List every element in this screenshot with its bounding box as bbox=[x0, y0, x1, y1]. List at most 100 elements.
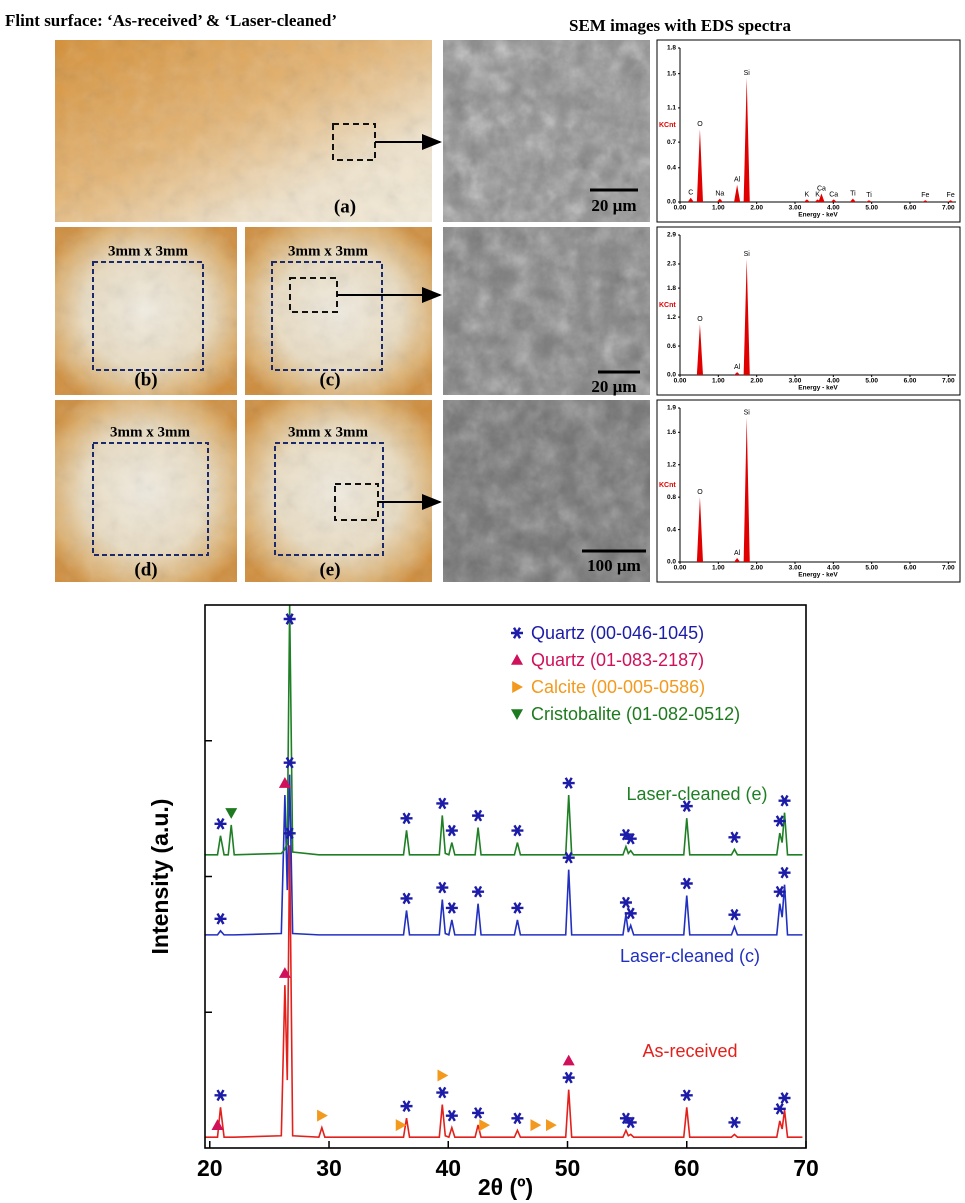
phase-marker bbox=[511, 1113, 523, 1123]
y-tick-label: 1.2 bbox=[667, 461, 676, 468]
area-label: 3mm x 3mm bbox=[108, 243, 188, 259]
phase-marker bbox=[563, 778, 575, 788]
x-tick-label: 5.00 bbox=[865, 205, 878, 212]
legend-marker bbox=[511, 628, 523, 638]
xrd-chart: 2030405060702θ (º)Intensity (a.u.)As-rec… bbox=[147, 605, 819, 1200]
phase-marker bbox=[479, 1119, 490, 1131]
y-tick-label: 1.6 bbox=[667, 429, 676, 436]
peak-label: Ca bbox=[829, 191, 838, 198]
x-tick-label: 1.00 bbox=[712, 205, 725, 212]
phase-marker bbox=[531, 1119, 542, 1131]
peak-label: Si bbox=[744, 251, 751, 258]
x-tick-label: 4.00 bbox=[827, 565, 840, 572]
area-label: 3mm x 3mm bbox=[288, 424, 368, 440]
x-tick-label: 0.00 bbox=[674, 378, 687, 385]
sem-3: 100 µm bbox=[443, 400, 650, 582]
photo-b: 3mm x 3mm (b) bbox=[55, 227, 237, 395]
y-tick-label: 1.2 bbox=[667, 314, 676, 321]
x-tick-label: 1.00 bbox=[712, 565, 725, 572]
phase-marker bbox=[563, 1055, 575, 1066]
phase-marker bbox=[728, 832, 740, 842]
phase-marker bbox=[284, 757, 296, 767]
phase-marker bbox=[436, 882, 448, 892]
phase-marker bbox=[215, 819, 227, 829]
phase-marker bbox=[401, 813, 413, 823]
sem-texture bbox=[443, 40, 650, 222]
area-label: 3mm x 3mm bbox=[288, 243, 368, 259]
y-tick-label: 1.1 bbox=[667, 105, 676, 112]
x-axis-title: 2θ (º) bbox=[478, 1174, 533, 1200]
series-label: Laser-cleaned (c) bbox=[620, 946, 760, 966]
x-axis-title: Energy - keV bbox=[798, 212, 838, 219]
y-tick-label: 0.7 bbox=[667, 139, 676, 146]
scale-label: 20 µm bbox=[591, 377, 636, 396]
x-tick-label: 0.00 bbox=[674, 205, 687, 212]
peak-label: O bbox=[697, 121, 703, 128]
y-tick-label: 2.9 bbox=[667, 232, 676, 239]
phase-marker bbox=[681, 1090, 693, 1100]
x-tick-label: 6.00 bbox=[904, 205, 917, 212]
plot-frame bbox=[205, 605, 806, 1148]
eds-spectrum: 0.00.40.71.11.51.80.001.002.003.004.005.… bbox=[657, 40, 960, 222]
x-tick-label: 4.00 bbox=[827, 378, 840, 385]
x-tick-label: 2.00 bbox=[750, 378, 763, 385]
y-tick-label: 0.8 bbox=[667, 494, 676, 501]
phase-marker bbox=[779, 795, 791, 805]
y-tick-label: 0.6 bbox=[667, 343, 676, 350]
legend-marker bbox=[511, 709, 523, 720]
x-tick-label: 40 bbox=[435, 1155, 461, 1181]
phase-marker bbox=[446, 903, 458, 913]
phase-marker bbox=[215, 914, 227, 924]
title-left: Flint surface: ‘As-received’ & ‘Laser-cl… bbox=[5, 11, 337, 30]
peak-label: Ti bbox=[866, 192, 872, 199]
phase-marker bbox=[779, 867, 791, 877]
series-line bbox=[205, 845, 802, 1137]
peak-label: K bbox=[815, 191, 820, 198]
y-axis-title: Intensity (a.u.) bbox=[147, 799, 173, 955]
series-label: As-received bbox=[642, 1041, 737, 1061]
photo-label: (c) bbox=[319, 369, 340, 390]
phase-marker bbox=[728, 910, 740, 920]
phase-marker bbox=[546, 1119, 557, 1131]
x-tick-label: 6.00 bbox=[904, 565, 917, 572]
phase-marker bbox=[563, 1072, 575, 1082]
phase-marker bbox=[728, 1117, 740, 1127]
y-tick-label: 1.8 bbox=[667, 45, 676, 52]
phase-marker bbox=[401, 893, 413, 903]
x-tick-label: 6.00 bbox=[904, 378, 917, 385]
x-tick-label: 30 bbox=[316, 1155, 342, 1181]
x-tick-label: 3.00 bbox=[789, 565, 802, 572]
peak-label: O bbox=[697, 316, 703, 323]
scale-label: 100 µm bbox=[587, 556, 641, 575]
eds-spectrum: 0.00.40.81.21.61.90.001.002.003.004.005.… bbox=[657, 400, 960, 582]
y-tick-label: 1.9 bbox=[667, 405, 676, 412]
series-line bbox=[205, 605, 802, 855]
phase-marker bbox=[446, 1110, 458, 1120]
phase-marker bbox=[446, 825, 458, 835]
photo-c: 3mm x 3mm (c) bbox=[245, 227, 440, 395]
y-tick-label: 1.5 bbox=[667, 70, 676, 77]
phase-marker bbox=[511, 903, 523, 913]
peak-label: O bbox=[697, 489, 703, 496]
legend-label: Quartz (01-083-2187) bbox=[531, 650, 704, 670]
photo-label: (a) bbox=[334, 196, 356, 217]
sem-texture bbox=[443, 400, 650, 582]
area-label: 3mm x 3mm bbox=[110, 424, 190, 440]
x-tick-label: 7.00 bbox=[942, 378, 955, 385]
body: Flint surface: ‘As-received’ & ‘Laser-cl… bbox=[0, 0, 965, 1203]
peak-label: Ca bbox=[817, 185, 826, 192]
peak-label: Fe bbox=[921, 192, 929, 199]
x-tick-label: 3.00 bbox=[789, 205, 802, 212]
x-tick-label: 1.00 bbox=[712, 378, 725, 385]
photo-d: 3mm x 3mm (d) bbox=[55, 400, 237, 582]
x-tick-label: 5.00 bbox=[865, 565, 878, 572]
x-tick-label: 2.00 bbox=[750, 565, 763, 572]
phase-marker bbox=[620, 897, 632, 907]
phase-marker bbox=[472, 810, 484, 820]
x-tick-label: 3.00 bbox=[789, 378, 802, 385]
legend-label: Calcite (00-005-0586) bbox=[531, 677, 705, 697]
sem-1: 20 µm bbox=[443, 40, 650, 222]
phase-marker bbox=[401, 1101, 413, 1111]
x-tick-label: 5.00 bbox=[865, 378, 878, 385]
